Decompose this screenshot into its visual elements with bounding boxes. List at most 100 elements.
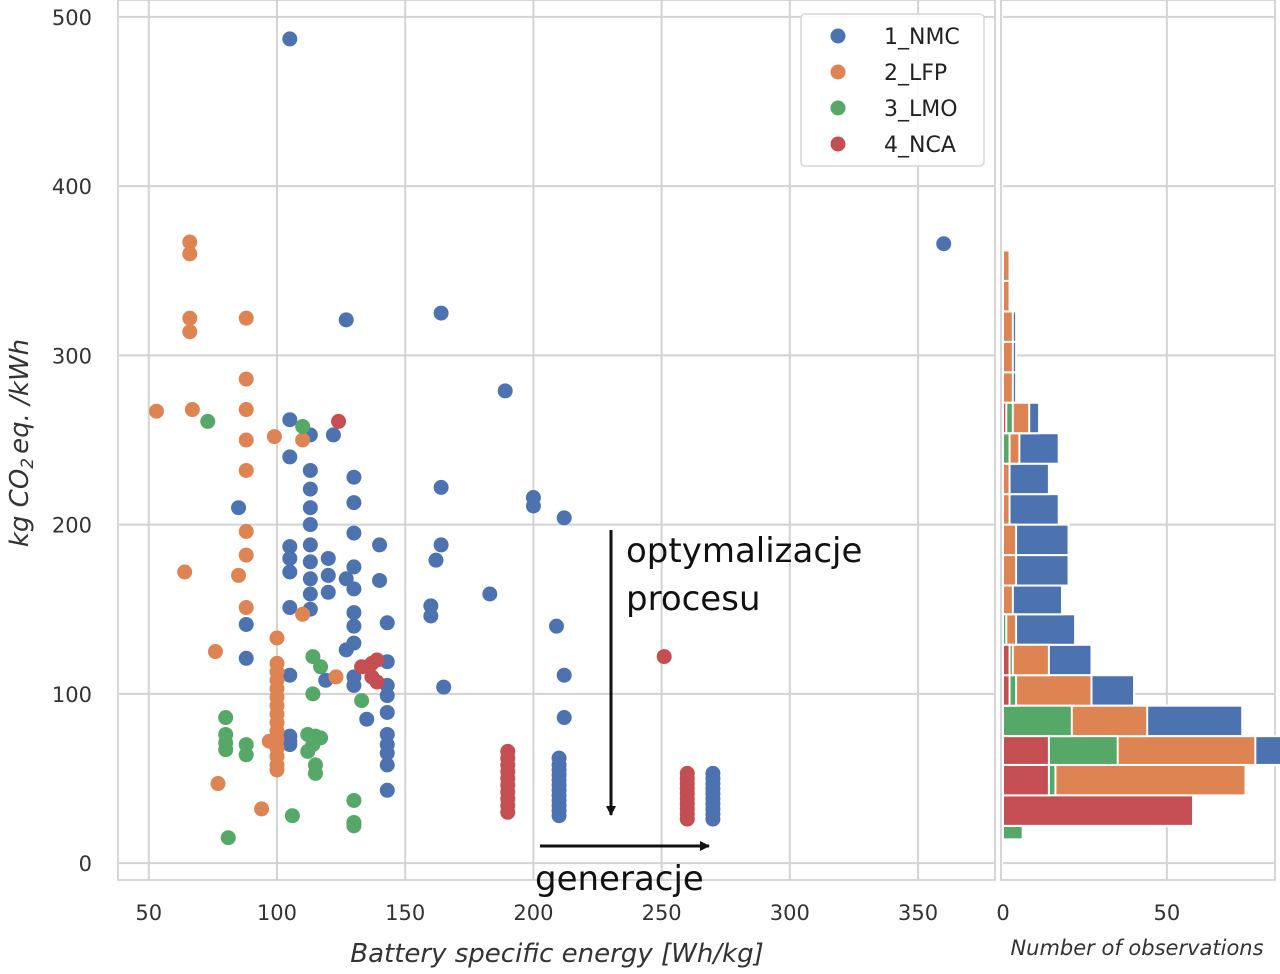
x-tick-label: 50 [135,901,162,925]
point-1_NMC [320,550,336,566]
y-axis-label: kg CO2 eq. /kWh [5,339,38,547]
point-2_LFP [182,310,198,326]
point-1_NMC [436,679,452,695]
point-4_NCA [679,811,695,827]
hist-bar-4_NCA [1002,763,1050,797]
point-2_LFP [231,567,247,583]
point-1_NMC [433,479,449,495]
point-1_NMC [231,500,247,516]
point-1_NMC [423,608,439,624]
process-optimization-line1: optymalizacje [626,531,862,571]
point-2_LFP [238,432,254,448]
point-1_NMC [372,572,388,588]
point-1_NMC [346,677,362,693]
hist-bar-4_NCA [1002,794,1195,827]
point-1_NMC [238,616,254,632]
point-1_NMC [556,710,572,726]
hist-bar-2_LFP [1002,462,1011,496]
point-1_NMC [379,704,395,720]
y-tick-label: 300 [52,344,92,368]
point-4_NCA [500,804,516,820]
point-1_NMC [320,584,336,600]
point-3_LMO [284,808,300,824]
point-2_LFP [238,600,254,616]
point-3_LMO [238,747,254,763]
point-1_NMC [346,581,362,597]
point-1_NMC [282,737,298,753]
point-1_NMC [346,495,362,511]
generation-label: generacje [535,859,704,899]
point-2_LFP [295,432,311,448]
point-3_LMO [295,418,311,434]
hist-bar-2_LFP [1002,584,1014,616]
y-tick-label: 400 [52,175,92,199]
hist-bar-2_LFP [1002,554,1018,587]
point-2_LFP [182,324,198,340]
point-1_NMC [359,711,375,727]
point-1_NMC [282,449,298,465]
point-2_LFP [295,606,311,622]
point-1_NMC [379,688,395,704]
point-1_NMC [302,537,318,553]
hist-bar-2_LFP [1002,523,1018,557]
legend-label: 2_LFP [884,61,947,86]
x-tick-label: 200 [513,901,553,925]
hist-tick-label: 0 [996,901,1009,925]
process-optimization-label: optymalizacje procesu [626,531,862,619]
hist-bar-4_NCA [1002,674,1011,707]
point-1_NMC [238,650,254,666]
y-tick-label: 0 [79,852,92,876]
histogram-tick-labels: 0 50 [996,901,1180,925]
point-1_NMC [497,383,513,399]
point-1_NMC [549,618,564,634]
point-1_NMC [379,745,395,761]
point-2_LFP [269,630,285,646]
histogram-panel: 0 50 [996,0,1280,925]
point-1_NMC [433,305,449,321]
point-1_NMC [338,312,354,328]
hist-bar-2_LFP [1002,371,1014,404]
legend-label: 4_NCA [884,133,956,158]
hist-bar-4_NCA [1002,401,1008,435]
hist-tick-label: 50 [1153,901,1180,925]
point-2_LFP [254,801,270,817]
hist-bar-4_NCA [1002,735,1050,766]
point-3_LMO [346,818,362,834]
point-1_NMC [372,537,388,553]
point-2_LFP [238,402,254,418]
x-tick-label: 300 [770,901,810,925]
x-tick-labels: 50 100 150 200 250 300 350 [135,901,938,925]
point-1_NMC [346,559,362,575]
point-1_NMC [302,571,318,587]
point-1_NMC [338,642,354,658]
point-4_NCA [369,652,385,668]
point-3_LMO [300,743,316,759]
point-1_NMC [282,412,298,428]
y-tick-label: 500 [52,6,92,30]
point-1_NMC [282,31,298,47]
histogram-x-axis-label: Number of observations [1010,936,1263,960]
point-3_LMO [218,710,234,726]
legend-marker [830,100,846,116]
point-1_NMC [705,811,721,827]
x-axis-label: Battery specific energy [Wh/kg] [350,939,764,969]
point-3_LMO [305,686,321,702]
point-1_NMC [551,808,567,824]
point-2_LFP [238,547,254,563]
point-1_NMC [346,605,362,621]
hist-bar-4_NCA [1002,643,1011,677]
y-axis-label-pre: kg CO [5,469,35,547]
point-1_NMC [282,550,298,566]
point-2_LFP [182,246,198,262]
point-1_NMC [302,586,318,602]
point-2_LFP [261,733,277,749]
point-4_NCA [369,674,385,690]
point-2_LFP [148,403,164,419]
point-2_LFP [328,669,344,685]
hist-bar-2_LFP [1002,279,1011,313]
point-1_NMC [338,571,354,587]
point-3_LMO [305,649,321,665]
point-1_NMC [936,236,952,252]
point-3_LMO [200,413,216,429]
